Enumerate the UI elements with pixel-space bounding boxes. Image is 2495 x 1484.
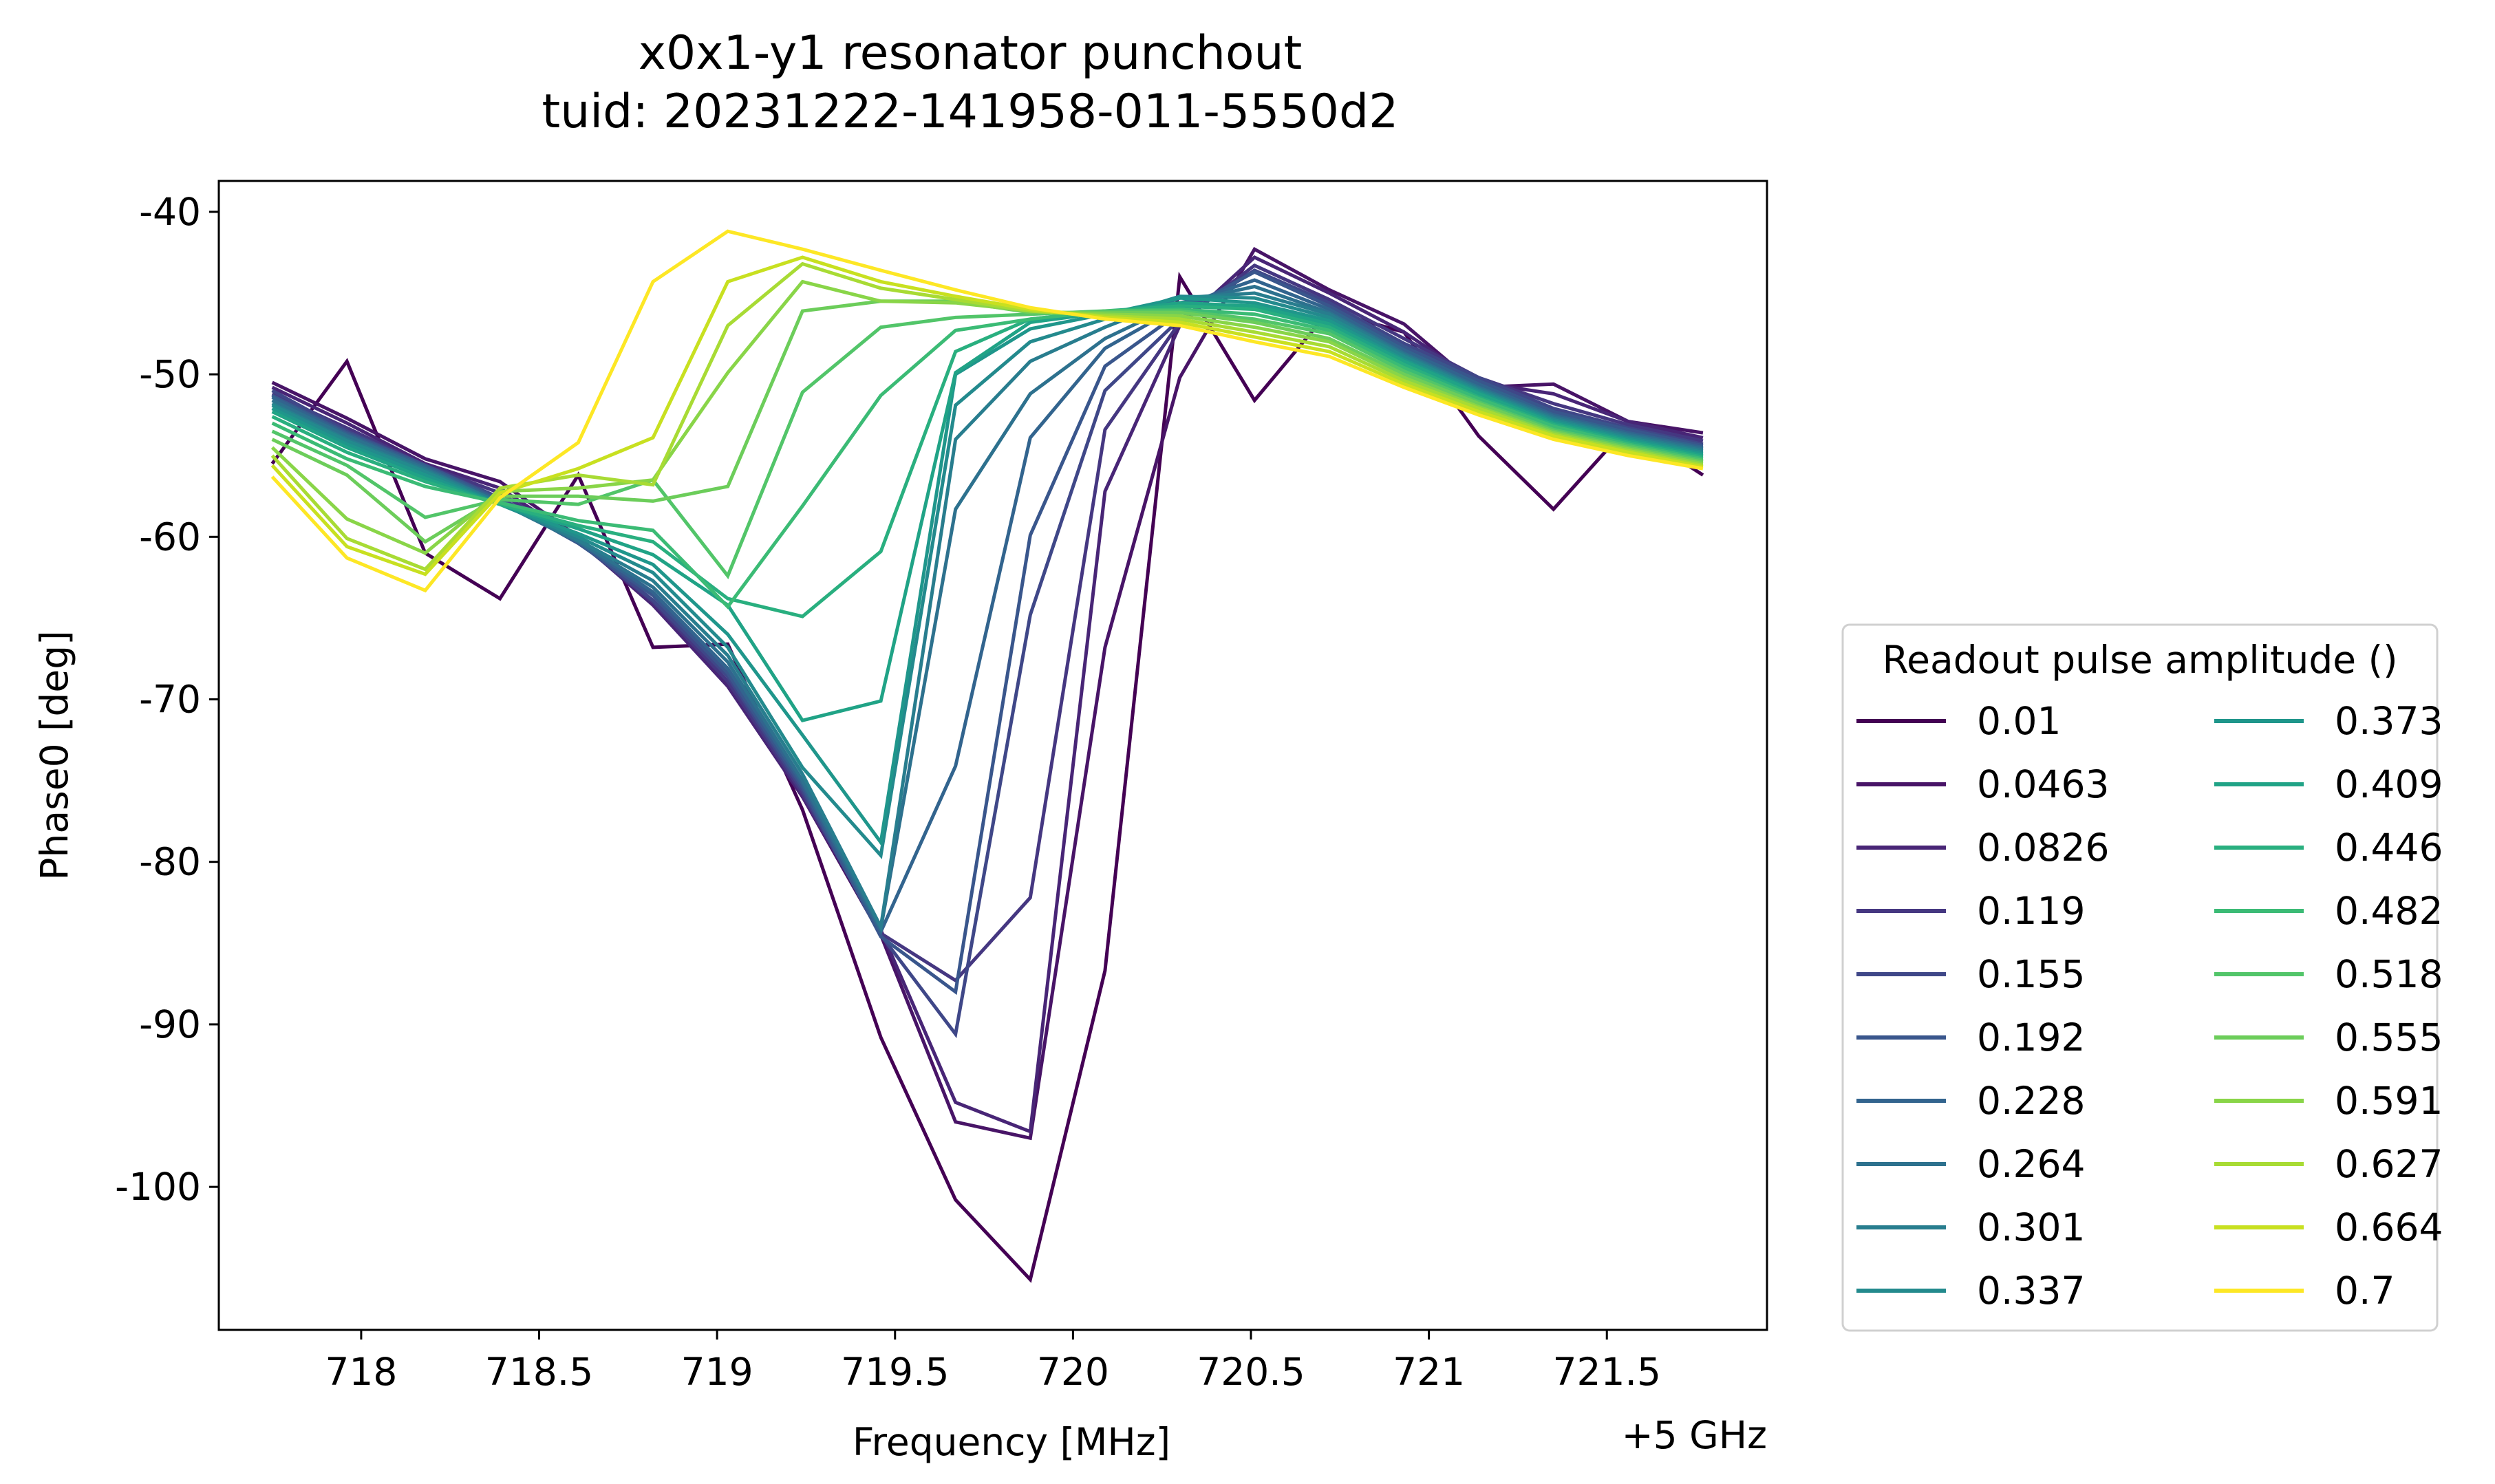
legend-label-6: 0.192 <box>1977 1015 2085 1060</box>
legend-label-1: 0.01 <box>1977 699 2061 743</box>
legend-label-11: 0.373 <box>2335 699 2443 743</box>
series-line-1 <box>270 271 1704 1283</box>
series-layer <box>270 229 1704 1283</box>
legend-label-16: 0.555 <box>2335 1015 2443 1060</box>
y-tick-label-5: -80 <box>139 840 201 884</box>
chart-title: x0x1-y1 resonator punchout <box>639 26 1303 80</box>
legend-label-18: 0.627 <box>2335 1142 2443 1186</box>
x-tick-label-1: 718 <box>325 1350 397 1394</box>
x-tick-label-3: 719 <box>681 1350 753 1394</box>
x-tick-label-5: 720 <box>1037 1350 1109 1394</box>
legend-label-7: 0.228 <box>1977 1079 2085 1123</box>
legend-label-15: 0.518 <box>2335 952 2443 996</box>
legend: Readout pulse amplitude () 0.010.04630.0… <box>1841 623 2443 1332</box>
plot-frame <box>217 180 1768 1331</box>
legend-label-20: 0.7 <box>2335 1269 2395 1313</box>
legend-label-13: 0.446 <box>2335 826 2443 870</box>
series-line-14 <box>271 308 1704 610</box>
legend-label-9: 0.301 <box>1977 1205 2085 1249</box>
legend-label-14: 0.482 <box>2335 889 2443 933</box>
legend-label-17: 0.591 <box>2335 1079 2443 1123</box>
legend-box <box>1841 623 2439 1332</box>
legend-label-3: 0.0826 <box>1977 826 2109 870</box>
x-axis-label: Frequency [MHz] <box>853 1420 1170 1464</box>
legend-label-8: 0.264 <box>1977 1142 2085 1186</box>
series-line-15 <box>271 309 1704 579</box>
legend-label-4: 0.119 <box>1977 889 2085 933</box>
y-tick-label-6: -90 <box>139 1002 201 1046</box>
legend-label-2: 0.0463 <box>1977 762 2109 806</box>
series-line-18 <box>270 261 1704 572</box>
y-tick-label-7: -100 <box>115 1165 201 1209</box>
x-tick-label-4: 719.5 <box>841 1350 949 1394</box>
x-tick-label-6: 720.5 <box>1197 1350 1305 1394</box>
y-tick-label-4: -70 <box>139 678 201 722</box>
y-tick-label-1: -40 <box>139 190 201 234</box>
legend-label-5: 0.155 <box>1977 952 2085 996</box>
x-tick-label-7: 721 <box>1393 1350 1465 1394</box>
legend-entries: 0.01 0.0463 0.0826 0.119 0.155 0.192 0.228 0.26… <box>1856 699 2443 1313</box>
x-axis-offset-label: +5 GHz <box>1622 1413 1767 1457</box>
legend-label-19: 0.664 <box>2335 1205 2443 1249</box>
chart-subtitle: tuid: 20231222-141958-011-5550d2 <box>542 85 1399 139</box>
legend-label-12: 0.409 <box>2335 762 2443 806</box>
x-tick-layer: 718 718.5 719 719.5 720 720.5 721 721.5 <box>325 1330 1661 1394</box>
y-tick-layer: -40 -50 -60 -70 -80 -90 -100 <box>115 190 219 1209</box>
y-tick-label-2: -50 <box>139 352 201 396</box>
y-axis-label: Phase0 [deg] <box>32 630 76 880</box>
x-tick-label-8: 721.5 <box>1553 1350 1661 1394</box>
legend-title: Readout pulse amplitude () <box>1882 638 2397 682</box>
legend-label-10: 0.337 <box>1977 1269 2085 1313</box>
y-tick-label-3: -60 <box>139 515 201 559</box>
series-line-20 <box>270 229 1704 593</box>
x-tick-label-2: 718.5 <box>485 1350 593 1394</box>
